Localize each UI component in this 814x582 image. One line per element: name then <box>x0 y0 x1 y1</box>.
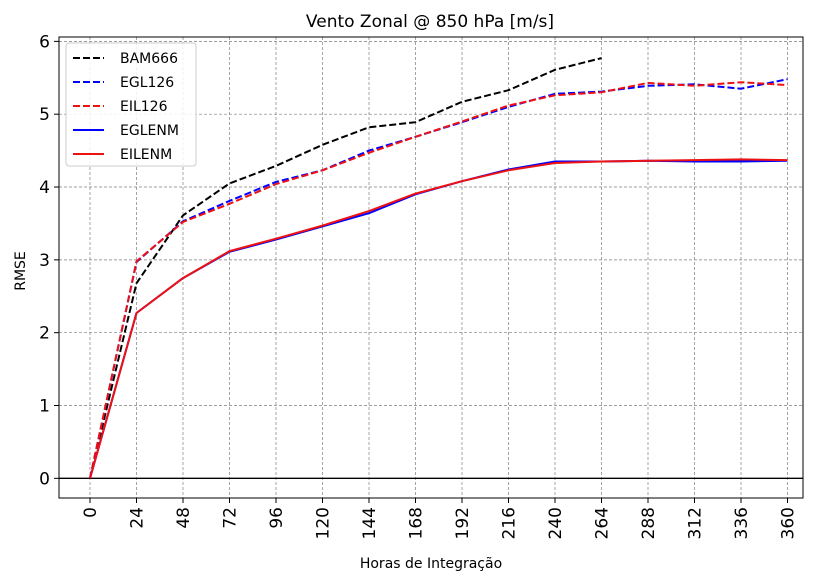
series-line-eil126 <box>89 81 788 479</box>
x-tick-label: 72 <box>221 507 241 529</box>
x-tick-label: 360 <box>779 507 799 539</box>
y-tick-label: 2 <box>39 324 50 344</box>
legend-label-bam666: BAM666 <box>120 51 178 67</box>
series-layer <box>89 57 788 479</box>
x-tick-label: 240 <box>546 507 566 539</box>
x-tick-label: 312 <box>686 507 706 539</box>
legend-label-eglenm: EGLENM <box>120 123 179 139</box>
x-tick-label: 168 <box>407 507 427 539</box>
legend-label-eil126: EIL126 <box>120 99 168 115</box>
y-axis-label: RMSE <box>13 251 29 291</box>
series-line-eilenm <box>89 158 788 479</box>
x-tick-label: 96 <box>267 507 287 529</box>
y-tick-label: 4 <box>39 178 50 198</box>
legend-box <box>65 42 197 167</box>
chart-title: Vento Zonal @ 850 hPa [m/s] <box>306 12 554 32</box>
plot-frame <box>58 36 804 499</box>
x-tick-label: 216 <box>500 507 520 539</box>
y-tick-label: 3 <box>39 251 50 271</box>
y-tick-label: 5 <box>39 105 50 125</box>
x-tick-label: 288 <box>639 507 659 539</box>
x-axis-label: Horas de Integração <box>360 556 502 572</box>
legend-label-eilenm: EILENM <box>120 147 172 163</box>
x-tick-label: 336 <box>732 507 752 539</box>
y-tick-label: 6 <box>39 32 50 52</box>
series-line-bam666 <box>89 57 602 479</box>
legend-label-egl126: EGL126 <box>120 75 174 91</box>
x-tick-label: 48 <box>174 507 194 529</box>
x-axis-ticks: 0 24 48 72 96 120 144 168 192 216 240 264 288 312 336 3… <box>81 498 799 539</box>
x-tick-label: 24 <box>128 507 148 529</box>
y-tick-label: 0 <box>39 469 50 489</box>
x-tick-label: 0 <box>81 507 101 518</box>
y-tick-label: 1 <box>39 397 50 417</box>
y-axis-ticks: 0 1 2 3 4 5 6 <box>39 32 59 489</box>
x-tick-label: 264 <box>593 507 613 539</box>
legend: BAM666 EGL126 EIL126 EGLENM EILENM <box>65 42 197 167</box>
x-tick-label: 144 <box>360 507 380 539</box>
x-tick-label: 120 <box>314 507 334 539</box>
x-tick-label: 192 <box>453 507 473 539</box>
